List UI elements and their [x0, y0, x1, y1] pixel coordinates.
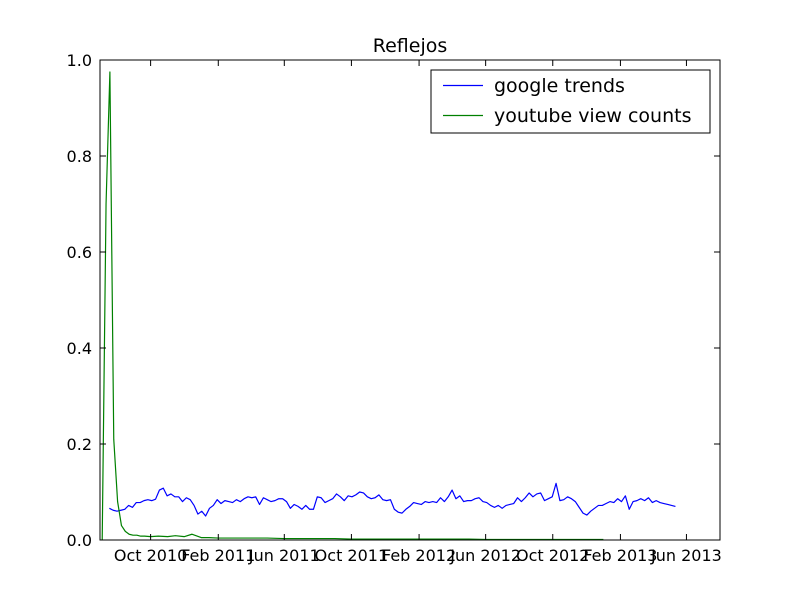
series-layer: [101, 71, 676, 540]
x-tick-label: Oct 2010: [114, 546, 187, 565]
y-tick-label: 0.2: [67, 435, 92, 454]
y-axis: 0.0 0.2 0.4 0.6 0.8 1.0: [67, 51, 720, 550]
y-tick-label: 1.0: [67, 51, 92, 70]
y-tick-label: 0.0: [67, 531, 92, 550]
x-tick-label: Jun 2011: [248, 546, 320, 565]
y-tick-label: 0.8: [67, 147, 92, 166]
x-tick-label: Feb 2011: [181, 546, 255, 565]
x-tick-label: Jun 2013: [650, 546, 722, 565]
series-line-youtube-view-counts: [101, 71, 604, 540]
chart-title: Reflejos: [373, 35, 448, 57]
plot-area-frame: [99, 59, 721, 541]
x-tick-label: Oct 2011: [315, 546, 388, 565]
x-tick-label: Feb 2013: [583, 546, 657, 565]
legend-label-google-trends: google trends: [494, 75, 625, 97]
x-tick-label: Jun 2012: [449, 546, 521, 565]
legend-box: [430, 69, 711, 134]
y-tick-label: 0.6: [67, 243, 92, 262]
legend-label-youtube-view-counts: youtube view counts: [494, 105, 692, 127]
x-tick-label: Feb 2012: [382, 546, 456, 565]
legend: google trends youtube view counts: [430, 69, 711, 134]
y-tick-label: 0.4: [67, 339, 92, 358]
x-tick-label: Oct 2012: [516, 546, 589, 565]
series-line-google-trends: [109, 482, 676, 517]
